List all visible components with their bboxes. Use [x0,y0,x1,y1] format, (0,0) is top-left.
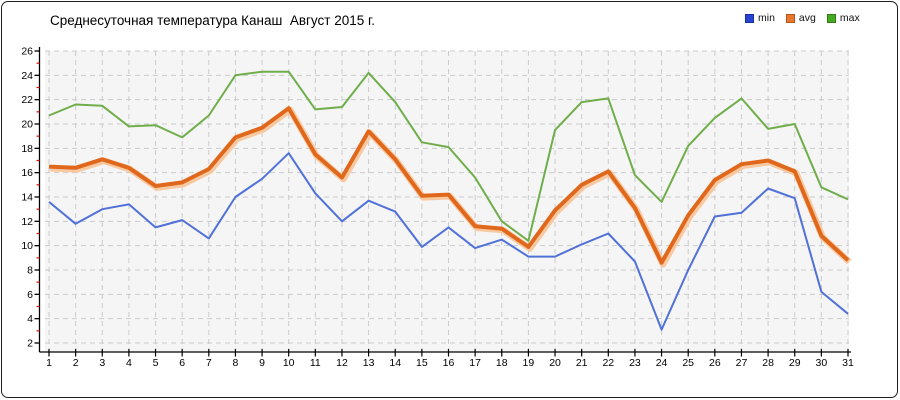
svg-text:22: 22 [602,357,614,369]
svg-text:17: 17 [469,357,481,369]
svg-text:26: 26 [709,357,721,369]
svg-text:23: 23 [629,357,641,369]
svg-text:9: 9 [259,357,265,369]
svg-text:5: 5 [153,357,159,369]
avg-series-line [48,106,850,265]
svg-text:12: 12 [21,216,33,228]
svg-text:30: 30 [816,357,828,369]
svg-text:2: 2 [73,357,79,369]
legend-label-min: min [758,12,775,24]
x-axis-ticks: 1 2 3 4 5 6 7 8 9 10 11 12 13 14 15 16 17 18 19 20 21 22 23 24 2… [46,349,854,369]
legend-item-min: min [745,12,775,24]
y-axis-minor-ticks [36,62,40,332]
legend-item-avg: avg [785,12,816,24]
svg-text:21: 21 [576,357,588,369]
max-series-line [48,70,849,242]
svg-text:31: 31 [842,357,854,369]
chart-legend: min avg max [745,12,860,24]
svg-text:6: 6 [27,289,33,301]
gridlines [45,50,849,352]
avg-series-swatch-icon [785,13,795,23]
svg-text:8: 8 [233,357,239,369]
svg-text:29: 29 [789,357,801,369]
svg-text:19: 19 [523,357,535,369]
svg-text:11: 11 [310,357,321,369]
svg-text:14: 14 [21,192,33,204]
svg-text:18: 18 [21,143,33,155]
svg-text:26: 26 [21,46,33,58]
legend-label-max: max [839,12,860,24]
svg-text:16: 16 [443,357,455,369]
svg-text:20: 20 [21,119,33,131]
svg-text:6: 6 [179,357,185,369]
svg-text:7: 7 [206,357,212,369]
svg-text:20: 20 [549,357,561,369]
svg-text:8: 8 [27,265,33,277]
chart-title: Среднесуточная температура Канаш Август … [50,13,376,28]
svg-text:10: 10 [21,240,33,252]
plot-area [45,51,849,352]
svg-text:16: 16 [21,167,33,179]
svg-text:15: 15 [416,357,428,369]
svg-text:24: 24 [21,70,33,82]
svg-text:22: 22 [21,94,33,106]
min-series-swatch-icon [745,13,754,23]
svg-text:2: 2 [27,338,33,350]
svg-text:10: 10 [283,357,295,369]
svg-text:4: 4 [27,313,33,325]
svg-text:28: 28 [762,357,774,369]
svg-text:12: 12 [336,357,348,369]
svg-text:4: 4 [126,357,132,369]
svg-text:1: 1 [46,357,52,369]
svg-text:14: 14 [389,357,401,369]
min-series-line [48,152,849,331]
legend-item-max: max [826,12,860,24]
svg-text:25: 25 [682,357,694,369]
axes [38,47,851,353]
svg-text:18: 18 [496,357,508,369]
svg-text:13: 13 [363,357,375,369]
svg-text:24: 24 [656,357,668,369]
legend-label-avg: avg [798,12,816,24]
svg-text:27: 27 [736,357,748,369]
svg-text:3: 3 [99,357,105,369]
max-series-swatch-icon [826,13,836,23]
